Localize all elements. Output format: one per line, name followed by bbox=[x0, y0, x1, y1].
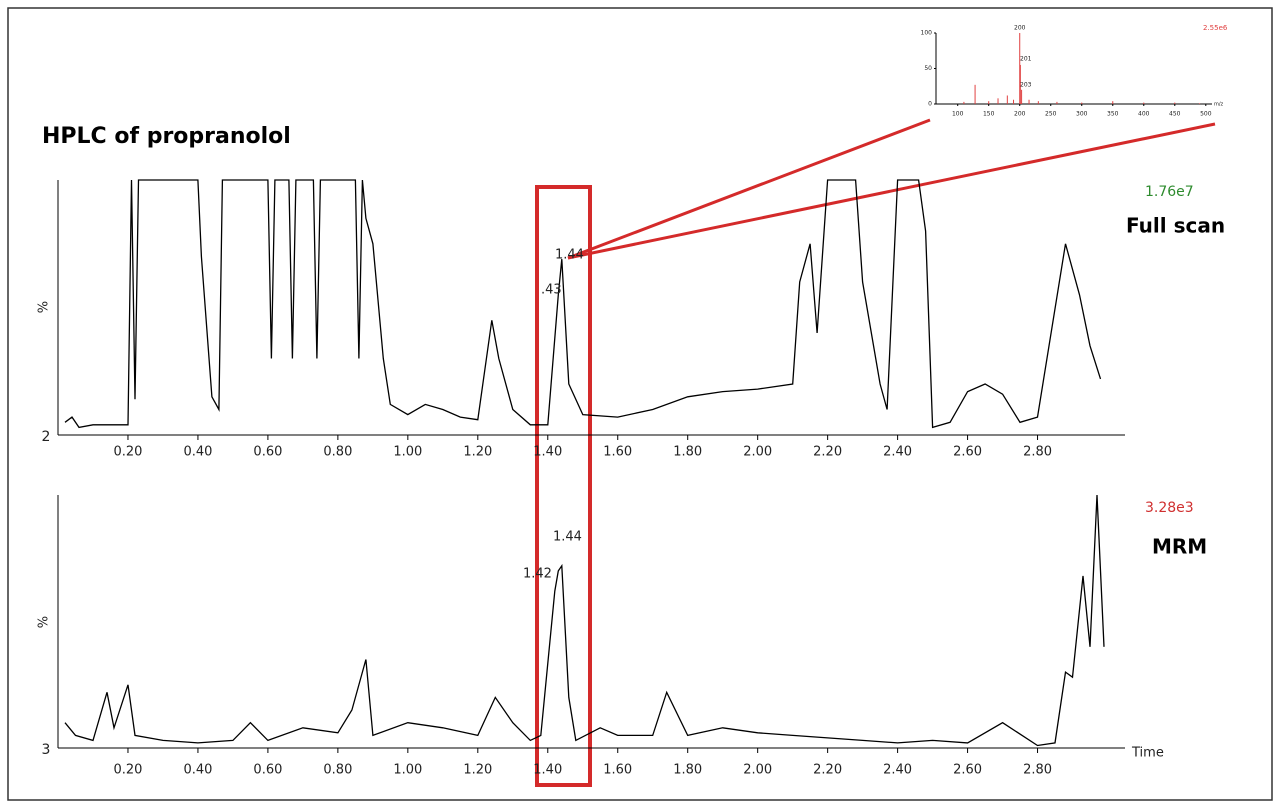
x-tick-label: 2.20 bbox=[813, 445, 842, 460]
x-tick-label: 2.40 bbox=[883, 445, 912, 460]
x-tick-label: 2.80 bbox=[1023, 445, 1052, 460]
x-axis-label: m/z bbox=[1214, 102, 1224, 108]
y-tick-label: 0 bbox=[928, 101, 932, 108]
x-tick-label: 0.20 bbox=[113, 445, 142, 460]
trace-number: 3 bbox=[42, 742, 51, 758]
peak-label: 201 bbox=[1020, 56, 1032, 63]
peak-label: 1.44 bbox=[553, 530, 582, 545]
x-tick-label: 200 bbox=[1014, 111, 1026, 118]
scan-label: Full scan bbox=[1126, 214, 1225, 238]
x-tick-label: 1.40 bbox=[533, 763, 562, 778]
peak-label: 203 bbox=[1020, 82, 1032, 89]
x-tick-label: 2.60 bbox=[953, 763, 982, 778]
y-tick-label: 50 bbox=[924, 65, 932, 72]
peak-label: 200 bbox=[1014, 25, 1026, 32]
trace-number: 2 bbox=[42, 429, 51, 445]
y-axis-label: % bbox=[37, 301, 52, 313]
x-tick-label: 350 bbox=[1107, 111, 1119, 118]
x-tick-label: 1.00 bbox=[393, 763, 422, 778]
y-axis-label: % bbox=[37, 616, 52, 628]
trace-line bbox=[64, 179, 1102, 429]
x-tick-label: 2.60 bbox=[953, 445, 982, 460]
x-tick-label: 0.40 bbox=[183, 445, 212, 460]
intensity-label: 2.55e6 bbox=[1203, 24, 1228, 32]
x-tick-label: 1.80 bbox=[673, 763, 702, 778]
peak-label: 1.42 bbox=[523, 567, 552, 582]
x-tick-label: 0.20 bbox=[113, 763, 142, 778]
x-tick-label: 1.60 bbox=[603, 763, 632, 778]
intensity-label: 1.76e7 bbox=[1145, 184, 1194, 200]
y-tick-label: 100 bbox=[921, 30, 933, 37]
x-tick-label: 450 bbox=[1169, 111, 1181, 118]
zoom-line bbox=[567, 122, 1216, 260]
x-tick-label: 150 bbox=[983, 111, 995, 118]
x-tick-label: 2.40 bbox=[883, 763, 912, 778]
x-tick-label: 250 bbox=[1045, 111, 1057, 118]
highlight-box bbox=[535, 185, 592, 787]
x-tick-label: 0.80 bbox=[323, 763, 352, 778]
x-tick-label: 1.20 bbox=[463, 763, 492, 778]
x-tick-label: 500 bbox=[1200, 111, 1212, 118]
x-axis-label: Time bbox=[1131, 746, 1164, 761]
x-tick-label: 1.40 bbox=[533, 445, 562, 460]
x-tick-label: 100 bbox=[952, 111, 964, 118]
x-tick-label: 2.20 bbox=[813, 763, 842, 778]
x-tick-label: 2.00 bbox=[743, 763, 772, 778]
x-tick-label: 1.60 bbox=[603, 445, 632, 460]
peak-label: .43 bbox=[541, 283, 562, 298]
x-tick-label: 0.80 bbox=[323, 445, 352, 460]
scan-label: MRM bbox=[1152, 535, 1207, 559]
x-tick-label: 2.80 bbox=[1023, 763, 1052, 778]
trace-line bbox=[64, 494, 1105, 747]
x-tick-label: 1.80 bbox=[673, 445, 702, 460]
figure-title: HPLC of propranolol bbox=[42, 124, 291, 149]
peak-label: 1.44 bbox=[555, 248, 584, 263]
x-tick-label: 0.60 bbox=[253, 763, 282, 778]
intensity-label: 3.28e3 bbox=[1145, 500, 1194, 516]
x-tick-label: 0.60 bbox=[253, 445, 282, 460]
frame bbox=[7, 7, 1273, 801]
x-tick-label: 1.00 bbox=[393, 445, 422, 460]
x-tick-label: 400 bbox=[1138, 111, 1150, 118]
x-tick-label: 0.40 bbox=[183, 763, 212, 778]
x-tick-label: 1.20 bbox=[463, 445, 492, 460]
zoom-line bbox=[567, 118, 931, 260]
x-tick-label: 300 bbox=[1076, 111, 1088, 118]
x-tick-label: 2.00 bbox=[743, 445, 772, 460]
